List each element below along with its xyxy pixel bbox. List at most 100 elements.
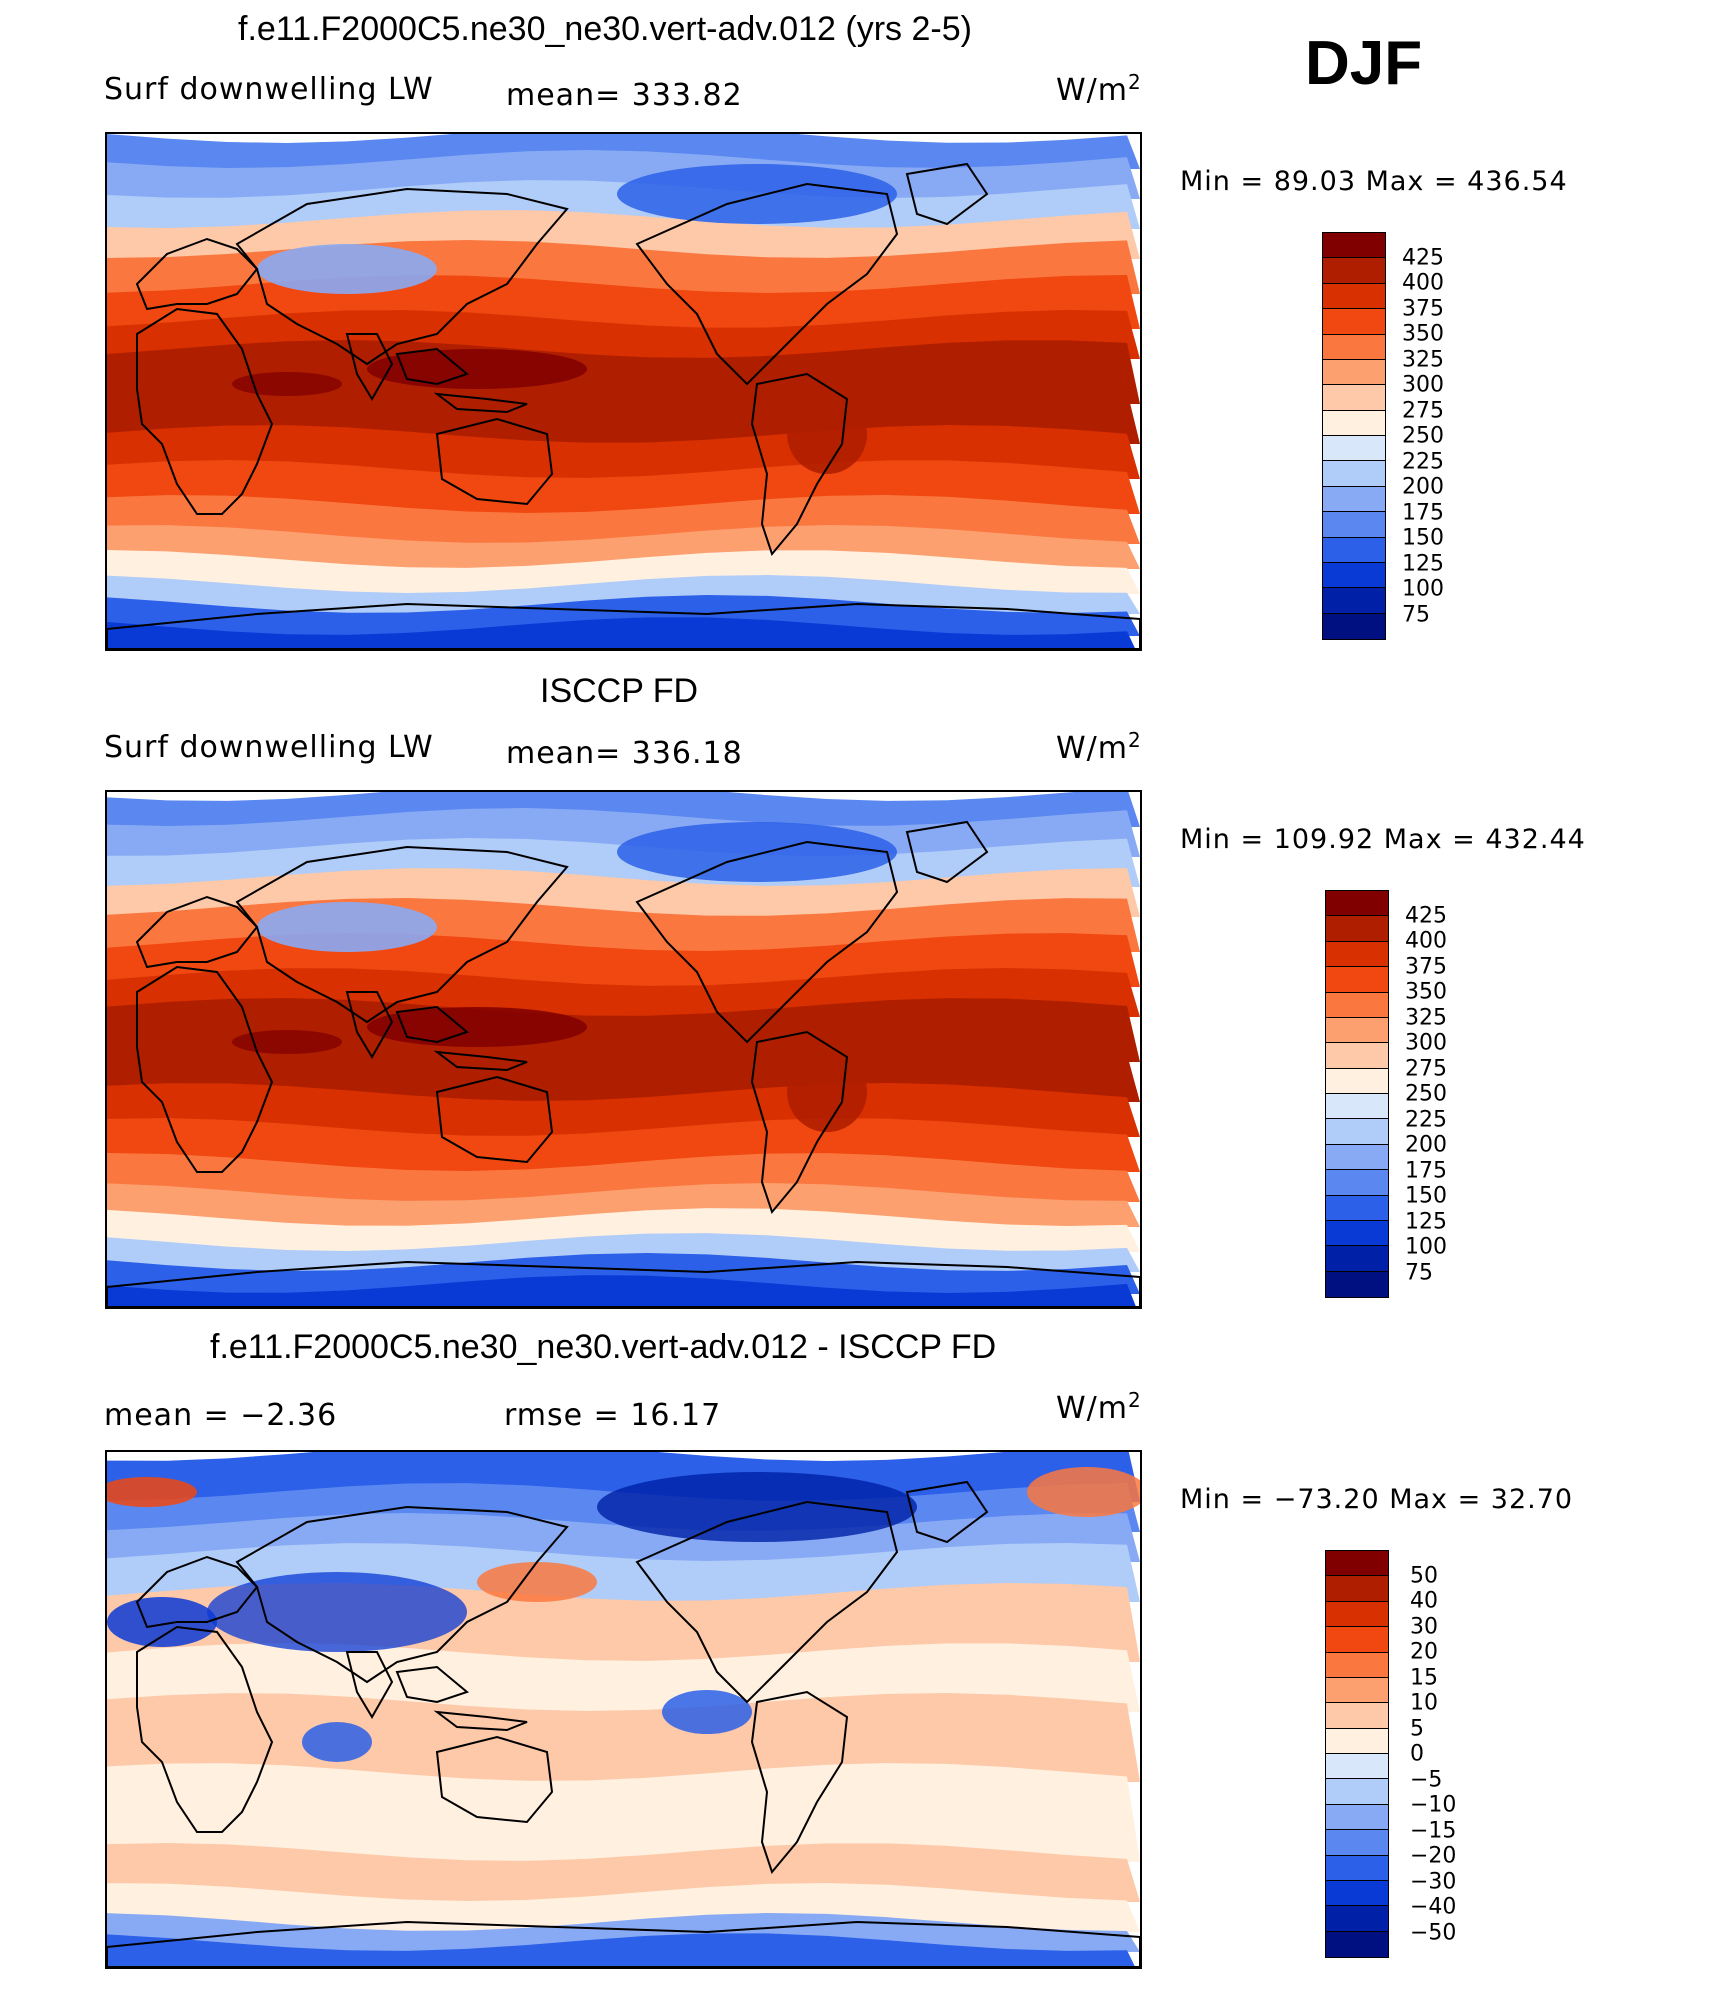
colorbar-box bbox=[1326, 1195, 1388, 1221]
colorbar-box bbox=[1323, 359, 1385, 386]
warm-blob bbox=[787, 1052, 867, 1132]
map-model bbox=[105, 132, 1142, 651]
colorbar-box bbox=[1323, 410, 1385, 436]
colorbar-box bbox=[1326, 1627, 1388, 1653]
colorbar-tick-label: 0 bbox=[1410, 1741, 1424, 1767]
colorbar-tick-label: 15 bbox=[1410, 1665, 1438, 1690]
units-exponent: 2 bbox=[1128, 1388, 1142, 1412]
coastline bbox=[750, 1030, 849, 1215]
variable-label: Surf downwelling LW bbox=[104, 72, 434, 107]
warm-blob bbox=[787, 394, 867, 474]
colorbar-box bbox=[1323, 436, 1385, 462]
coastline bbox=[135, 895, 259, 969]
warm-blob bbox=[477, 1562, 597, 1602]
warm-blob bbox=[1027, 1467, 1140, 1517]
colorbar-box bbox=[1323, 233, 1385, 259]
field-bands bbox=[107, 792, 1140, 1307]
colorbar-box bbox=[1326, 1170, 1388, 1196]
rmse-label: rmse = 16.17 bbox=[504, 1398, 722, 1433]
coastline bbox=[433, 1050, 528, 1072]
colorbar-tick-label: −15 bbox=[1410, 1818, 1457, 1843]
colorbar-box bbox=[1326, 1931, 1388, 1957]
colorbar-tick-label: 5 bbox=[1410, 1716, 1424, 1741]
coastline bbox=[345, 991, 394, 1059]
colorbar-box bbox=[1326, 1043, 1388, 1069]
colorbar-box bbox=[1323, 486, 1385, 513]
colorbar-tick-label: 125 bbox=[1405, 1209, 1447, 1234]
colorbar-box bbox=[1326, 1830, 1388, 1856]
coastline bbox=[107, 602, 1140, 649]
colorbar-box bbox=[1326, 1754, 1388, 1780]
colorbar-box bbox=[1323, 309, 1385, 335]
colorbar-tick-label: 425 bbox=[1402, 245, 1444, 270]
colorbar-box bbox=[1323, 385, 1385, 411]
colorbar-tick-label: 150 bbox=[1402, 525, 1444, 551]
colorbar-tick-label: 225 bbox=[1402, 449, 1444, 474]
coastline bbox=[135, 237, 259, 311]
coastline bbox=[136, 307, 274, 515]
coastline bbox=[435, 417, 554, 506]
map-obs bbox=[105, 790, 1142, 1309]
units-text: W/m bbox=[1056, 1391, 1128, 1426]
colorbar-box bbox=[1326, 1094, 1388, 1120]
colorbar-box bbox=[1326, 1017, 1388, 1044]
colorbar-box bbox=[1326, 1880, 1388, 1907]
colorbar-tick-label: −30 bbox=[1410, 1869, 1457, 1894]
colorbar-box bbox=[1323, 588, 1385, 614]
colorbar-box bbox=[1326, 1144, 1388, 1171]
colorbar-tick-label: −50 bbox=[1410, 1920, 1457, 1945]
coastline bbox=[750, 372, 849, 557]
units-exponent: 2 bbox=[1128, 70, 1142, 94]
mean-label: mean= 336.18 bbox=[506, 736, 743, 771]
colorbar-tick-label: 10 bbox=[1410, 1690, 1438, 1716]
warm-blob bbox=[107, 1477, 197, 1507]
coastline bbox=[635, 182, 899, 386]
colorbar-tick-label: 250 bbox=[1405, 1081, 1447, 1107]
colorbar-tick-label: 50 bbox=[1410, 1563, 1438, 1588]
coastline bbox=[345, 1651, 394, 1719]
field-band bbox=[107, 1208, 1140, 1252]
colorbar-labels-obs: 425 400 375 350 325 300 275 250 225 200 175 150 125 1… bbox=[1405, 890, 1485, 1298]
field-band bbox=[107, 1275, 1137, 1307]
units-label: W/m2 bbox=[1056, 728, 1142, 766]
colorbar-labels-diff: 50 40 30 20 15 10 5 0 −5 −10 −15 −20 −30 −40 −50 bbox=[1410, 1550, 1490, 1958]
colorbar-tick-label: 225 bbox=[1405, 1107, 1447, 1132]
colorbar-box bbox=[1326, 1779, 1388, 1805]
colorbar-tick-label: 200 bbox=[1405, 1132, 1447, 1158]
colorbar-box bbox=[1326, 1652, 1388, 1678]
coastline bbox=[395, 1005, 470, 1044]
colorbar-tick-label: 275 bbox=[1405, 1056, 1447, 1081]
colorbar-tick-label: 200 bbox=[1402, 474, 1444, 500]
colorbar-box bbox=[1326, 1119, 1388, 1145]
field-band bbox=[107, 1933, 1136, 1967]
colorbar-box bbox=[1326, 941, 1388, 968]
colorbar-obs bbox=[1325, 890, 1389, 1298]
coastline bbox=[635, 840, 899, 1044]
colorbar-tick-label: 75 bbox=[1402, 602, 1430, 627]
coastline bbox=[136, 1625, 274, 1833]
coastline bbox=[135, 1555, 259, 1629]
colorbar-tick-label: 125 bbox=[1402, 551, 1444, 576]
mean-label: mean = −2.36 bbox=[104, 1398, 338, 1433]
panel-title: f.e11.F2000C5.ne30_ne30.vert-adv.012 (yr… bbox=[238, 10, 972, 48]
colorbar-tick-label: 150 bbox=[1405, 1183, 1447, 1209]
coastline bbox=[235, 187, 569, 366]
colorbar-box bbox=[1323, 613, 1385, 639]
colorbar-tick-label: −5 bbox=[1410, 1767, 1443, 1792]
colorbar-box bbox=[1326, 891, 1388, 917]
colorbar-box bbox=[1326, 1906, 1388, 1932]
colorbar-tick-label: 400 bbox=[1405, 928, 1447, 954]
field-band bbox=[107, 1693, 1140, 1782]
cold-blob bbox=[617, 164, 897, 224]
colorbar-tick-label: 300 bbox=[1405, 1030, 1447, 1056]
coastline bbox=[235, 1505, 569, 1684]
colorbar-box bbox=[1323, 562, 1385, 589]
colorbar-labels-model: 425 400 375 350 325 300 275 250 225 200 175 150 125 1… bbox=[1402, 232, 1482, 640]
variable-label: Surf downwelling LW bbox=[104, 730, 434, 765]
cold-blob bbox=[107, 1597, 217, 1647]
coastlines bbox=[107, 820, 1140, 1307]
coastline bbox=[435, 1735, 554, 1824]
colorbar-tick-label: 400 bbox=[1402, 270, 1444, 296]
coastline bbox=[433, 1710, 528, 1732]
coastline bbox=[235, 845, 569, 1024]
